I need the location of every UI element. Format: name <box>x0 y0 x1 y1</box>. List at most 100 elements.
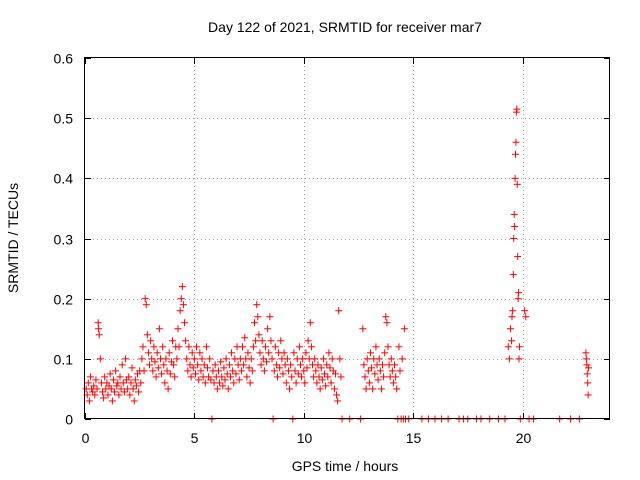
data-point <box>363 355 371 363</box>
data-point <box>201 379 209 387</box>
data-point <box>400 325 408 333</box>
data-point <box>117 385 125 393</box>
data-point <box>512 150 519 158</box>
x-tick-label: 20 <box>516 430 532 446</box>
data-point <box>228 349 236 357</box>
data-point <box>279 370 287 378</box>
data-point <box>303 364 311 372</box>
data-point <box>302 349 310 357</box>
data-point <box>182 337 190 345</box>
data-point <box>391 361 399 369</box>
data-point <box>515 343 523 351</box>
data-point <box>104 391 112 399</box>
data-point <box>296 361 304 369</box>
data-point <box>583 370 591 378</box>
data-point <box>292 379 300 387</box>
data-point <box>509 271 517 279</box>
data-point <box>286 385 294 393</box>
data-point <box>307 343 315 351</box>
data-point <box>377 385 385 393</box>
data-point <box>321 370 329 378</box>
data-point <box>585 364 593 372</box>
data-point <box>190 355 198 363</box>
data-point <box>295 343 303 351</box>
data-point <box>152 373 160 381</box>
data-point <box>256 349 264 357</box>
data-point <box>383 319 391 327</box>
data-point <box>214 367 222 375</box>
data-point <box>319 355 327 363</box>
data-point <box>392 373 400 381</box>
data-point <box>271 343 279 351</box>
data-point <box>336 355 344 363</box>
data-point <box>510 210 518 218</box>
data-points <box>82 105 593 423</box>
data-point <box>300 367 308 375</box>
data-point <box>91 391 99 399</box>
data-point <box>116 373 124 381</box>
data-point <box>366 349 374 357</box>
data-point <box>382 313 390 321</box>
data-point <box>266 313 274 321</box>
data-point <box>213 385 221 393</box>
data-point <box>360 361 368 369</box>
y-tick-label: 0.1 <box>54 352 74 368</box>
data-point <box>177 295 185 303</box>
data-point <box>144 349 152 357</box>
data-point <box>393 385 401 393</box>
data-point <box>160 361 168 369</box>
data-point <box>170 361 178 369</box>
data-point <box>174 325 182 333</box>
x-axis-ticks: 0 5 10 15 20 <box>82 58 532 446</box>
data-point <box>183 355 191 363</box>
data-point <box>95 325 103 333</box>
data-point <box>255 331 263 339</box>
data-point <box>187 373 195 381</box>
data-point <box>159 343 167 351</box>
data-point <box>322 382 330 390</box>
data-point <box>151 358 159 366</box>
data-point <box>108 397 116 405</box>
data-point <box>126 391 134 399</box>
data-point <box>277 337 285 345</box>
data-point <box>582 355 590 363</box>
data-point <box>196 349 204 357</box>
data-point <box>257 361 265 369</box>
data-point <box>508 313 516 321</box>
data-point <box>194 361 202 369</box>
data-point <box>178 283 186 291</box>
data-point <box>270 367 278 375</box>
data-point <box>138 355 146 363</box>
data-point <box>324 373 332 381</box>
data-point <box>113 382 121 390</box>
data-point <box>99 388 106 396</box>
data-point <box>513 180 521 188</box>
data-point <box>86 373 94 381</box>
data-point <box>188 349 196 357</box>
data-point <box>222 355 230 363</box>
data-point <box>284 367 292 375</box>
data-point <box>395 343 403 351</box>
data-point <box>327 379 335 387</box>
data-point <box>125 373 133 381</box>
data-point <box>115 391 123 399</box>
data-point <box>206 355 214 363</box>
data-point <box>515 289 523 297</box>
data-point <box>146 361 154 369</box>
data-point <box>259 355 267 363</box>
data-point <box>198 355 206 363</box>
data-point <box>311 355 319 363</box>
data-point <box>211 361 219 369</box>
data-point <box>119 379 127 387</box>
data-point <box>254 313 262 321</box>
data-point <box>374 376 382 384</box>
data-point <box>317 364 325 372</box>
data-point <box>365 379 373 387</box>
data-point <box>280 349 288 357</box>
data-point <box>263 358 271 366</box>
data-point <box>195 376 203 384</box>
data-point <box>326 364 334 372</box>
data-point <box>283 355 291 363</box>
data-point <box>265 349 273 357</box>
data-point <box>274 373 281 381</box>
